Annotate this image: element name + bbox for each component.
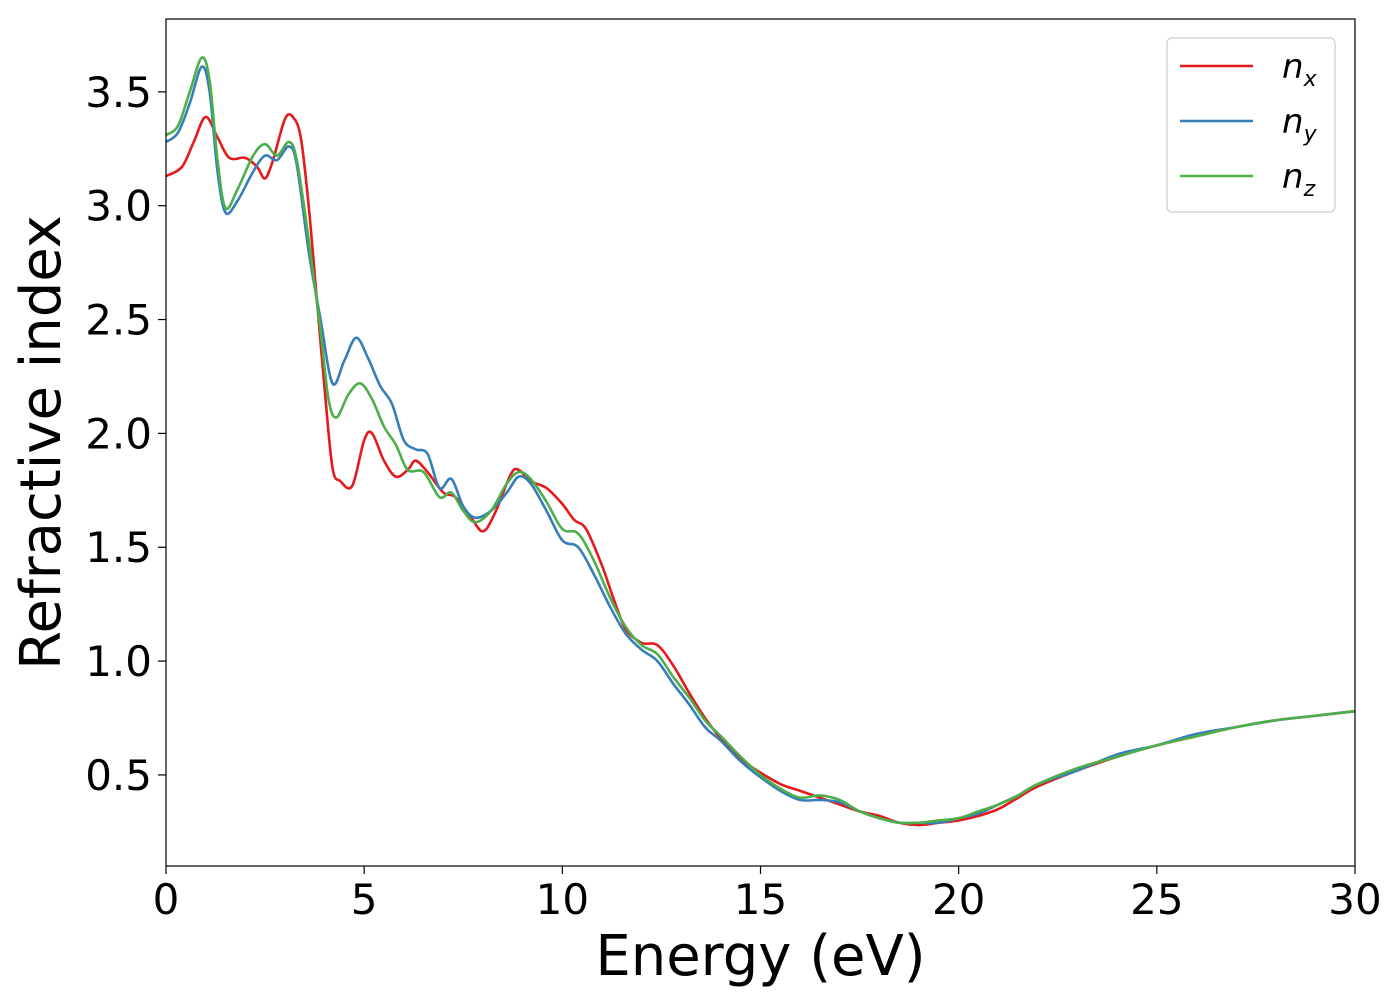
legend: nx ny nz xyxy=(1166,37,1336,213)
x-tick-label: 30 xyxy=(1328,875,1381,924)
y-axis-label: Refractive index xyxy=(9,215,74,670)
y-tick-label: 3.0 xyxy=(85,182,152,231)
x-tick-label: 0 xyxy=(153,875,180,924)
x-tick-label: 15 xyxy=(734,875,787,924)
series-line-ny xyxy=(166,65,1355,825)
series-line-nz xyxy=(166,56,1355,825)
y-tick-label: 3.5 xyxy=(85,68,152,117)
x-tick-label: 10 xyxy=(536,875,589,924)
series-line-nx xyxy=(166,112,1355,827)
series-layer xyxy=(166,56,1355,827)
x-tick-label: 5 xyxy=(351,875,378,924)
x-axis-label: Energy (eV) xyxy=(595,924,925,989)
legend-frame xyxy=(1166,37,1336,213)
y-tick-label: 0.5 xyxy=(85,751,152,800)
y-axis-ticks: 0.5 1.0 1.5 2.0 2.5 3.0 3.5 xyxy=(85,68,166,800)
legend-label-nx: nx xyxy=(1282,47,1318,92)
y-tick-label: 1.0 xyxy=(85,637,152,686)
y-tick-label: 2.0 xyxy=(85,409,152,458)
legend-label-ny: ny xyxy=(1282,102,1318,147)
x-tick-label: 20 xyxy=(932,875,985,924)
x-tick-label: 25 xyxy=(1130,875,1183,924)
y-tick-label: 1.5 xyxy=(85,523,152,572)
x-axis-ticks: 0 5 10 15 20 25 30 xyxy=(153,866,1382,924)
y-tick-label: 2.5 xyxy=(85,296,152,345)
legend-label-nz: nz xyxy=(1282,157,1316,202)
